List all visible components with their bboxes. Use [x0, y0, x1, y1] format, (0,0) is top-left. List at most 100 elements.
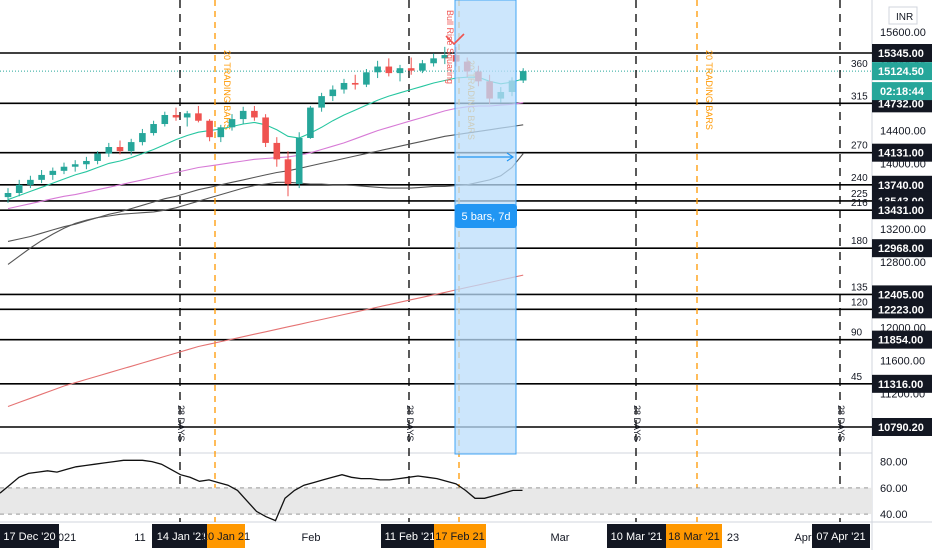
currency-box[interactable] [888, 6, 918, 25]
countdown-tag [872, 82, 932, 101]
level-price-tag[interactable] [872, 285, 932, 304]
osc-tick-label: 60.00 [880, 483, 908, 495]
series-line-ema_mid [7, 102, 524, 210]
time-tag[interactable] [381, 524, 439, 548]
level-price-text: 13431.00 [878, 205, 924, 217]
level-price-text: 11854.00 [878, 335, 923, 347]
level-price-tag[interactable] [872, 44, 932, 62]
candle-body [27, 179, 34, 185]
signal-marker [445, 33, 465, 46]
series-line-sma_long [7, 274, 524, 408]
currency-label: INR [896, 12, 913, 23]
level-degree-label: 315 [851, 91, 868, 102]
price-tick-label: 15600.00 [880, 27, 926, 39]
level-price-text: 12405.00 [878, 289, 924, 301]
time-tag[interactable] [434, 524, 486, 548]
candle-body [363, 72, 370, 85]
osc-band [0, 487, 872, 515]
trading-bars-label: 20 TRADING BARS [704, 50, 714, 130]
candle-body [519, 71, 527, 81]
oscillator-pane [0, 459, 872, 522]
level-price-text: 12223.00 [878, 304, 924, 316]
time-tag[interactable] [812, 524, 870, 548]
osc-tick-label: 40.00 [880, 509, 908, 521]
time-tag[interactable] [152, 524, 212, 548]
level-degree-label: 360 [851, 59, 868, 70]
candle-body [183, 113, 191, 118]
time-tag[interactable] [607, 524, 666, 548]
time-tick-label: Feb [302, 532, 321, 544]
gann-label: Bull Rise Squaring [445, 10, 455, 84]
price-tick-label: 13200.00 [880, 224, 926, 236]
candle-body [4, 192, 12, 198]
time-tick-label: 11 [134, 532, 145, 544]
level-price-tag[interactable] [872, 239, 932, 258]
time-tag-text: 07 Apr '21 [816, 531, 865, 543]
candle-body [150, 124, 157, 134]
candle-body [105, 147, 113, 154]
candle-body [217, 127, 225, 138]
time-tag-text: 10 Mar '21 [611, 531, 663, 543]
candle-body [385, 66, 393, 74]
range-arrowhead [506, 152, 515, 162]
time-tag[interactable] [0, 524, 59, 548]
price-tick-label: 12800.00 [880, 257, 926, 269]
candle-body [239, 110, 247, 120]
osc-tick-label: 80.00 [880, 457, 908, 469]
candle-body [295, 137, 303, 184]
level-price-text: 11316.00 [878, 379, 923, 391]
time-tick-label: Mar [551, 532, 570, 544]
level-price-text: 14732.00 [878, 98, 924, 110]
candle-body [251, 110, 258, 118]
level-price-text: 14131.00 [878, 148, 924, 160]
level-price-tag[interactable] [872, 330, 932, 349]
level-price-tag[interactable] [872, 143, 932, 162]
candle-body [419, 63, 426, 71]
time-tag-text: 17 Dec '20 [3, 531, 55, 543]
level-degree-label: 135 [851, 282, 868, 293]
bars-count-box[interactable] [455, 204, 517, 228]
level-degree-label: 240 [851, 173, 868, 184]
candle-body [407, 68, 415, 71]
time-tag-text: 11 Feb '21 [385, 531, 436, 543]
trading-bars-label: 20 TRADING BARS [222, 50, 232, 130]
candle-body [374, 66, 381, 73]
level-degree-label: 45 [851, 372, 863, 383]
level-price-tag[interactable] [872, 175, 932, 194]
drawing-overlay[interactable]: Bull Rise Squaring 5 bars, 7d [445, 0, 517, 455]
time-tag-text: 18 Mar '21 [668, 531, 720, 543]
time-tag-text: 17 Feb 21 [435, 531, 485, 543]
candle-body [83, 160, 90, 165]
candle-body [329, 89, 337, 97]
osc-line [0, 459, 523, 522]
price-tick-label: 14400.00 [880, 126, 926, 138]
level-degree-label: 90 [851, 328, 863, 339]
level-price-tag[interactable] [872, 300, 932, 319]
price-tick-label: 11600.00 [880, 356, 925, 368]
level-price-tag[interactable] [872, 201, 932, 220]
level-price-tag[interactable] [872, 62, 932, 81]
level-price-tag[interactable] [872, 418, 932, 436]
candle-body [351, 82, 359, 85]
countdown-text: 02:18:44 [880, 86, 925, 98]
candle-body [172, 114, 180, 118]
level-degree-label: 180 [851, 236, 868, 247]
candle-body [441, 55, 449, 59]
candle-body [15, 184, 23, 193]
candle-body [94, 153, 101, 161]
candle-body [161, 114, 169, 125]
bars-count-label: 5 bars, 7d [462, 211, 511, 223]
level-price-text: 15124.50 [878, 66, 924, 78]
candle-body [340, 82, 348, 90]
level-degree-label: 270 [851, 141, 868, 152]
time-tag[interactable] [207, 524, 245, 548]
time-tag[interactable] [666, 524, 722, 548]
candle-body [430, 58, 437, 64]
price-axis[interactable]: 80.0060.0040.00INR15600.0015200.0014800.… [872, 6, 932, 521]
level-price-tag[interactable] [872, 374, 932, 393]
candle-body [139, 133, 146, 143]
candle-body [38, 174, 45, 180]
